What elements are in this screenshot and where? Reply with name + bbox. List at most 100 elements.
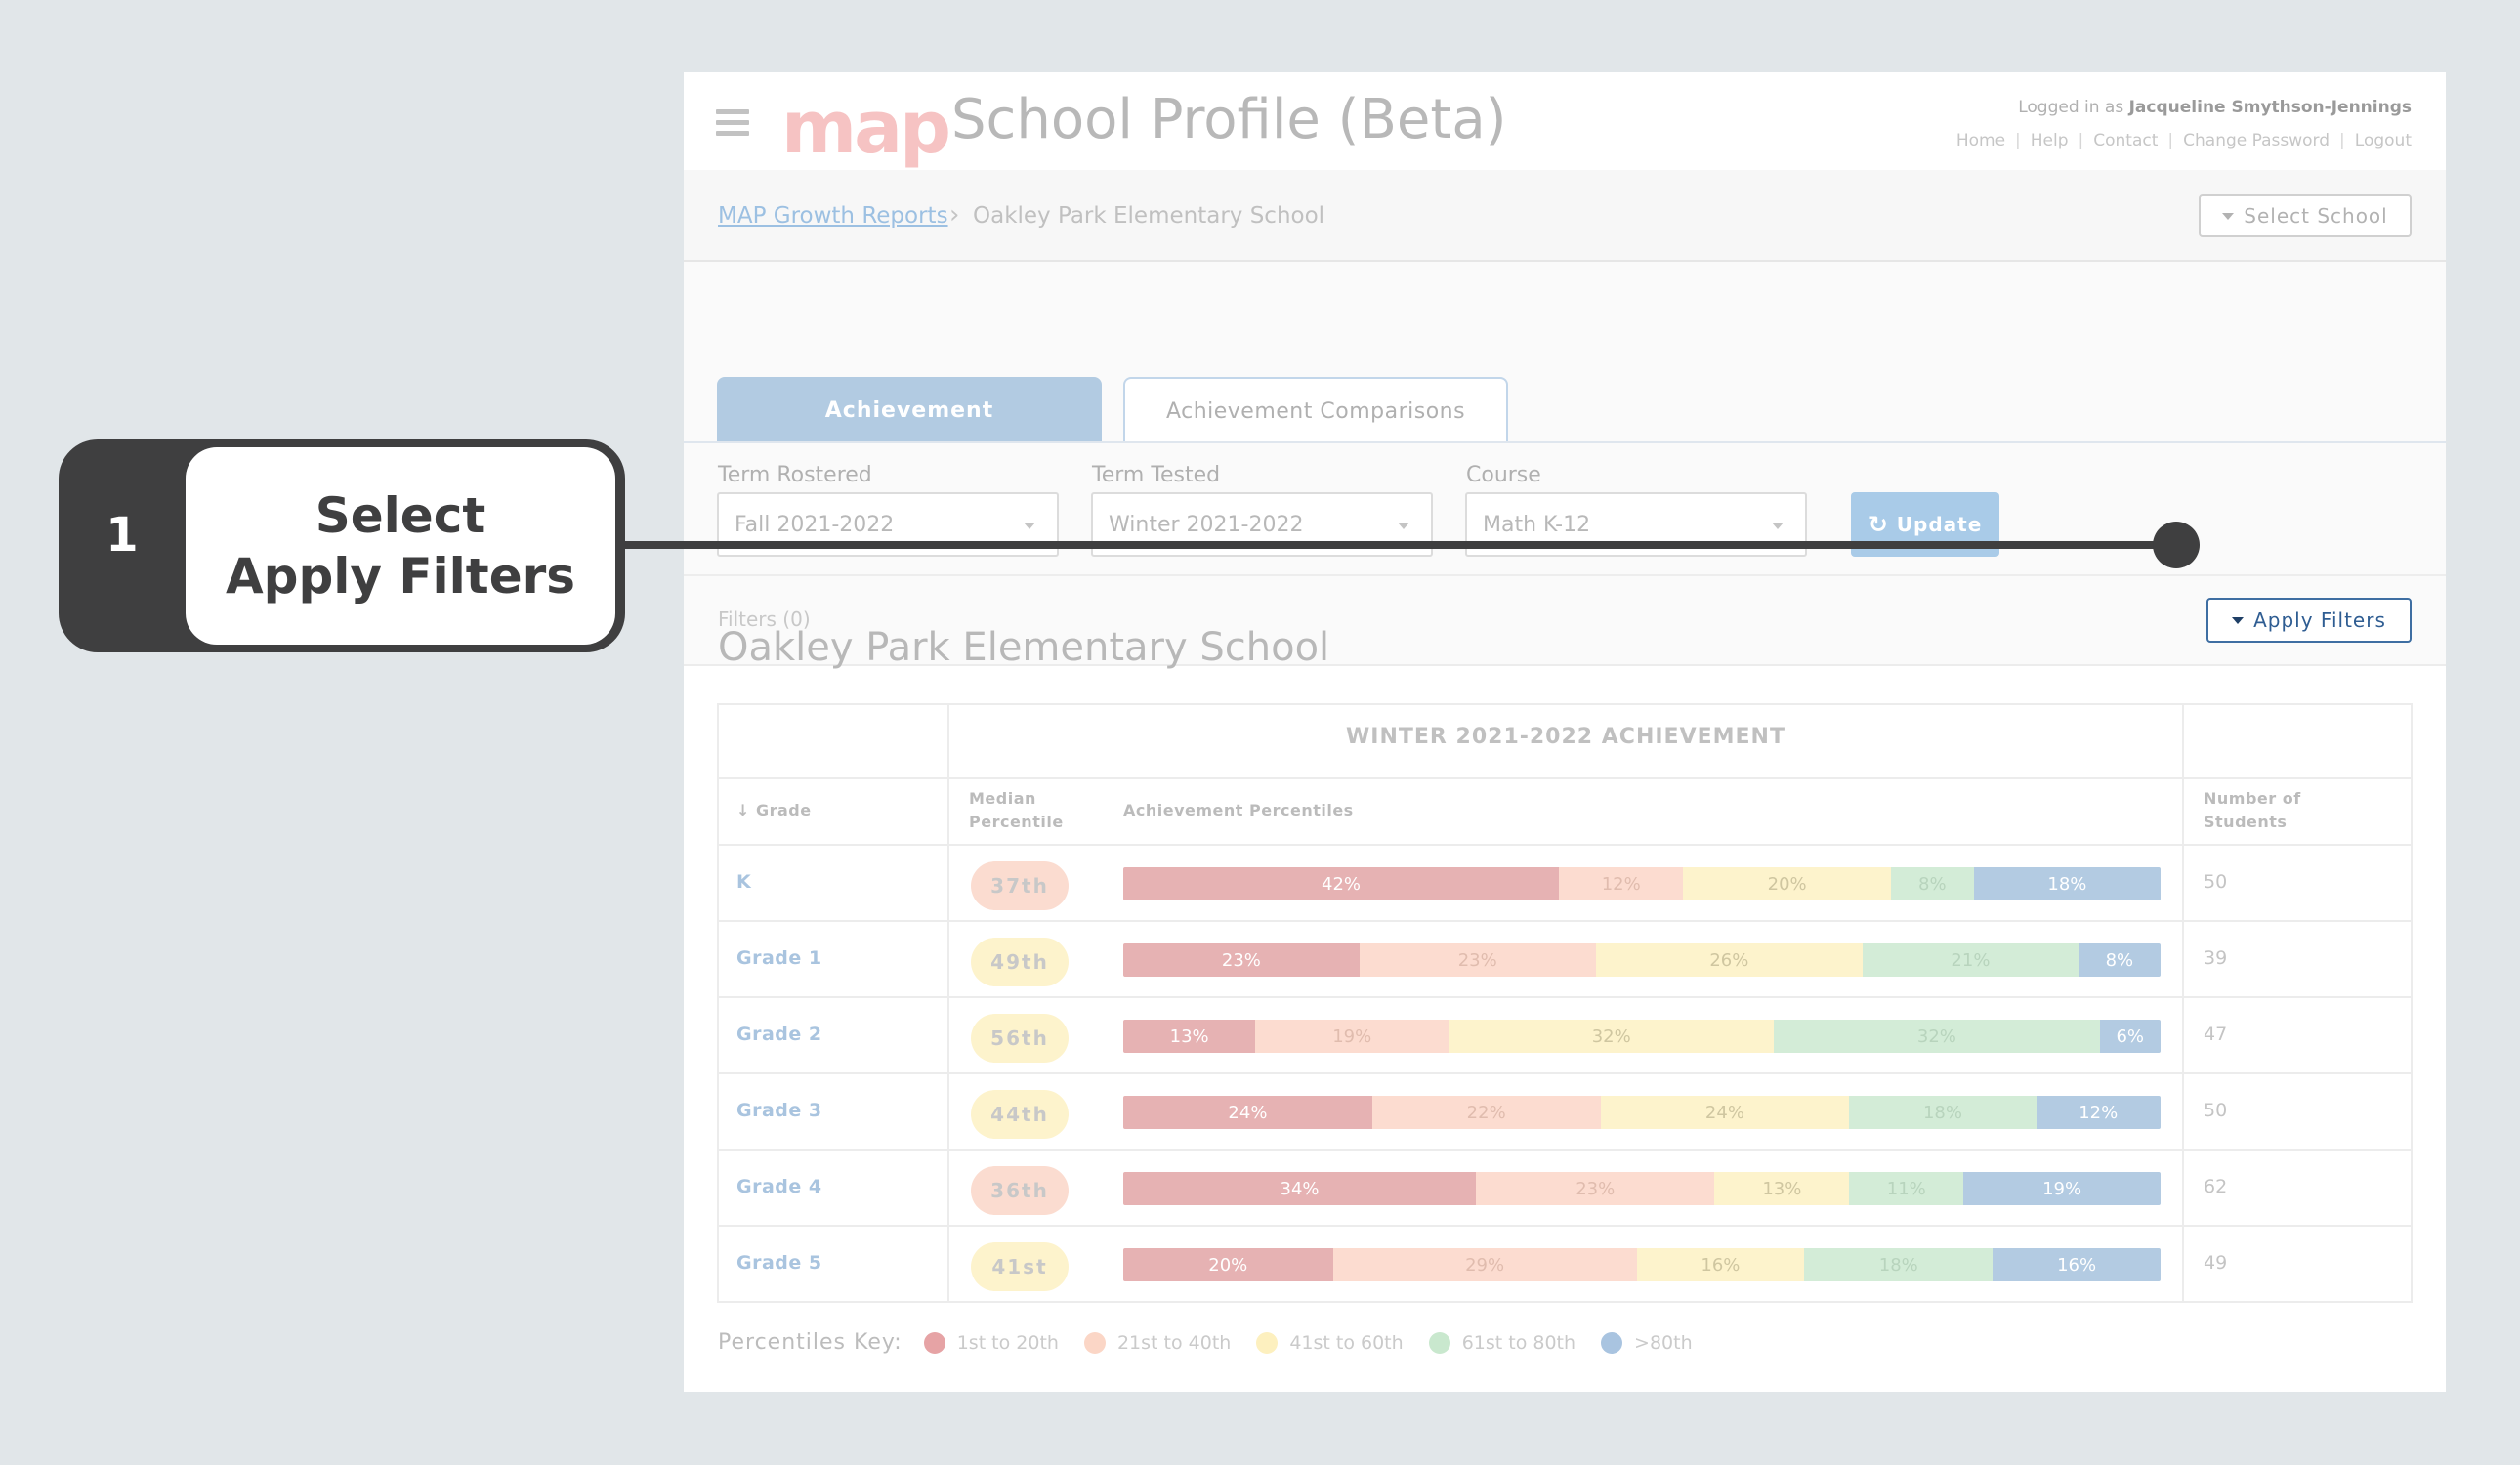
key-item: 21st to 40th (1083, 1331, 1231, 1354)
achievement-bar: 34% 23% 13% 11% 19% (1123, 1172, 2161, 1205)
key-item: 1st to 20th (923, 1331, 1059, 1354)
student-count: 50 (2204, 1100, 2228, 1121)
callout-line-1: Select (315, 487, 486, 544)
table-row: Grade 1 49th 23% 23% 26% 21% 8% 39 (719, 922, 2411, 996)
student-count: 39 (2204, 947, 2228, 969)
contact-link[interactable]: Contact (2093, 131, 2159, 150)
achievement-bar-segment: 18% (1973, 867, 2161, 900)
hamburger-menu-icon[interactable] (716, 109, 749, 137)
user-name: Jacqueline Smythson-Jennings (2128, 98, 2412, 117)
select-school-button[interactable]: Select School (2199, 194, 2412, 237)
callout-line-2: Apply Filters (225, 548, 576, 605)
achievement-bar-segment: 18% (1849, 1096, 2037, 1129)
logout-link[interactable]: Logout (2354, 131, 2412, 150)
app-window: map School Profile (Beta) Logged in as J… (684, 72, 2446, 1392)
students-column-header: Number of Students (2204, 789, 2301, 831)
key-color-dot-icon (1601, 1331, 1623, 1354)
term-rostered-value: Fall 2021-2022 (735, 512, 895, 537)
table-row: Grade 2 56th 13% 19% 32% 32% 6% 47 (719, 998, 2411, 1072)
table-row: Grade 5 41st 20% 29% 16% 18% 16% 49 (719, 1227, 2411, 1301)
table-divider (719, 844, 2411, 846)
tab-achievement-comparisons[interactable]: Achievement Comparisons (1123, 377, 1508, 443)
percentiles-key: Percentiles Key: 1st to 20th 21st to 40th… (718, 1330, 1718, 1355)
table-title: WINTER 2021-2022 ACHIEVEMENT (1346, 725, 1785, 749)
map-logo: map (781, 86, 951, 170)
apply-filters-label: Apply Filters (2253, 608, 2386, 632)
tabs-area: Achievement Achievement Comparisons (684, 262, 2446, 443)
key-items: 1st to 20th 21st to 40th 41st to 60th 61st … (923, 1331, 1718, 1354)
key-item: 41st to 60th (1256, 1331, 1404, 1354)
apply-filters-button[interactable]: Apply Filters (2206, 598, 2412, 643)
breadcrumb: MAP Growth Reports › Oakley Park Element… (684, 170, 2446, 262)
achievement-bar-segment: 21% (1863, 943, 2079, 977)
median-percentile-badge: 37th (971, 861, 1069, 910)
breadcrumb-current: Oakley Park Elementary School (973, 203, 1325, 229)
achievement-bar: 20% 29% 16% 18% 16% (1123, 1248, 2161, 1281)
key-label: 1st to 20th (956, 1331, 1059, 1354)
grade-link[interactable]: Grade 4 (736, 1176, 822, 1197)
achievement-bar-segment: 6% (2099, 1020, 2161, 1053)
home-link[interactable]: Home (1955, 131, 2006, 150)
filters-label: Filters (0) (718, 607, 811, 631)
breadcrumb-link-map-growth-reports[interactable]: MAP Growth Reports (718, 203, 948, 229)
term-rostered-label: Term Rostered (718, 463, 872, 487)
table-divider (719, 920, 2411, 922)
achievement-bar-segment: 16% (1636, 1248, 1805, 1281)
achievement-bar-segment: 23% (1123, 943, 1360, 977)
chevron-right-icon: › (949, 200, 960, 230)
help-link[interactable]: Help (2030, 131, 2069, 150)
percentiles-column-header: Achievement Percentiles (1123, 801, 1354, 819)
key-color-dot-icon (1428, 1331, 1450, 1354)
median-percentile-badge: 36th (971, 1166, 1069, 1215)
key-item: 61st to 80th (1428, 1331, 1575, 1354)
achievement-bar-segment: 13% (1123, 1020, 1256, 1053)
table-divider (947, 705, 949, 1301)
grade-column-header[interactable]: ↓ Grade (736, 801, 812, 819)
achievement-bar-segment: 24% (1600, 1096, 1850, 1129)
achievement-bar-segment: 12% (2036, 1096, 2161, 1129)
table-row: Grade 3 44th 24% 22% 24% 18% 12% 50 (719, 1074, 2411, 1149)
term-tested-label: Term Tested (1092, 463, 1221, 487)
caret-down-icon (2222, 212, 2235, 220)
key-label: >80th (1634, 1331, 1693, 1354)
student-count: 47 (2204, 1024, 2228, 1045)
grade-link[interactable]: Grade 1 (736, 947, 822, 969)
tab-achievement[interactable]: Achievement (717, 377, 1102, 443)
achievement-bar-segment: 23% (1359, 943, 1596, 977)
achievement-bar: 24% 22% 24% 18% 12% (1123, 1096, 2161, 1129)
grade-link[interactable]: K (736, 871, 752, 893)
achievement-bar-segment: 20% (1683, 867, 1891, 900)
logged-in-prefix: Logged in as (2018, 98, 2129, 117)
achievement-bar-segment: 26% (1595, 943, 1864, 977)
grade-link[interactable]: Grade 5 (736, 1252, 822, 1274)
median-percentile-badge: 56th (971, 1014, 1069, 1063)
update-label: Update (1896, 513, 1983, 536)
refresh-icon: ↻ (1868, 511, 1889, 538)
median-percentile-badge: 41st (971, 1242, 1069, 1291)
achievement-bar-segment: 8% (1890, 867, 1974, 900)
instruction-callout: 1 Select Apply Filters (59, 440, 625, 652)
app-header: map School Profile (Beta) Logged in as J… (684, 72, 2446, 170)
table-divider (719, 996, 2411, 998)
median-percentile-badge: 44th (971, 1090, 1069, 1139)
key-item: >80th (1601, 1331, 1693, 1354)
table-divider (719, 777, 2411, 779)
student-count: 50 (2204, 871, 2228, 893)
key-color-dot-icon (1256, 1331, 1279, 1354)
achievement-bar-segment: 42% (1123, 867, 1560, 900)
achievement-bar-segment: 8% (2078, 943, 2161, 977)
achievement-bar-segment: 22% (1371, 1096, 1601, 1129)
callout-connector-dot (2153, 522, 2200, 568)
achievement-bar-segment: 16% (1993, 1248, 2161, 1281)
grade-link[interactable]: Grade 3 (736, 1100, 822, 1121)
caret-down-icon (1024, 523, 1035, 529)
select-school-label: Select School (2244, 204, 2388, 228)
key-color-dot-icon (1083, 1331, 1106, 1354)
achievement-bar-segment: 29% (1332, 1248, 1637, 1281)
filters-row: Filters (0) Apply Filters (684, 576, 2446, 666)
achievement-bar-segment: 19% (1255, 1020, 1449, 1053)
achievement-bar-segment: 23% (1476, 1172, 1715, 1205)
change-password-link[interactable]: Change Password (2183, 131, 2331, 150)
student-count: 49 (2204, 1252, 2228, 1274)
grade-link[interactable]: Grade 2 (736, 1024, 822, 1045)
